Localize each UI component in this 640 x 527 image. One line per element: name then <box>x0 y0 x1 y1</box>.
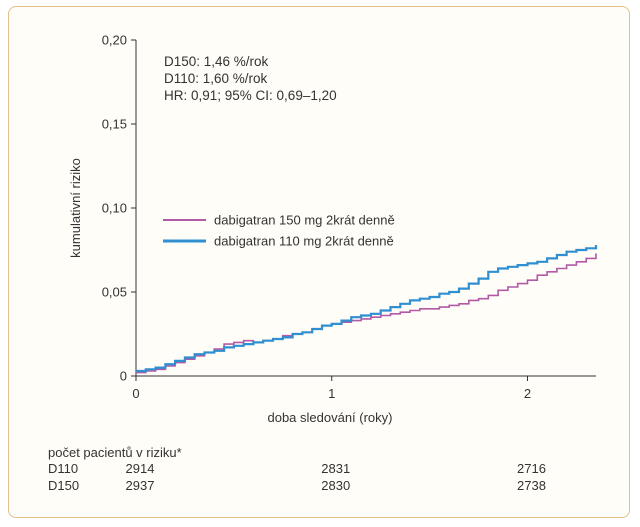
y-axis-label: kumulativní riziko <box>68 158 83 258</box>
x-axis-label: doba sledování (roky) <box>267 410 392 425</box>
x-ticks: 0 1 2 <box>132 376 531 401</box>
risk-value: 2830 <box>321 478 350 493</box>
series-line-2 <box>136 245 598 373</box>
annotation-line: D110: 1,60 %/rok <box>164 71 268 86</box>
risk-value: 2914 <box>126 461 155 476</box>
risk-row-label: D110 <box>48 461 78 476</box>
x-tick-label: 0 <box>132 386 139 401</box>
y-tick-label: 0,10 <box>102 201 127 216</box>
risk-value: 2937 <box>126 478 155 493</box>
risk-value: 2716 <box>517 461 546 476</box>
legend-label: dabigatran 150 mg 2krát denně <box>214 213 395 228</box>
y-tick-label: 0,20 <box>102 33 127 48</box>
y-tick-label: 0,15 <box>102 117 127 132</box>
annotation-line: HR: 0,91; 95% CI: 0,69–1,20 <box>164 88 337 103</box>
x-tick-label: 2 <box>524 386 531 401</box>
x-tick-label: 1 <box>328 386 335 401</box>
legend-label: dabigatran 110 mg 2krát denně <box>214 234 394 249</box>
risk-table: D110 2914 2831 2716 D150 2937 2830 2738 <box>48 461 546 493</box>
risk-value: 2831 <box>321 461 350 476</box>
y-tick-label: 0,05 <box>102 285 127 300</box>
risk-table-title: počet pacientů v riziku* <box>48 445 182 460</box>
y-ticks: 0 0,05 0,10 0,15 0,20 <box>102 33 136 384</box>
legend: dabigatran 150 mg 2krát denně dabigatran … <box>163 213 395 249</box>
risk-row-label: D150 <box>48 478 79 493</box>
chart-frame <box>8 6 630 518</box>
annotation-block: D150: 1,46 %/rok D110: 1,60 %/rok HR: 0,91… <box>164 54 337 103</box>
y-tick-label: 0 <box>120 369 127 384</box>
risk-value: 2738 <box>517 478 546 493</box>
series-group <box>136 245 598 374</box>
annotation-line: D150: 1,46 %/rok <box>164 54 269 69</box>
